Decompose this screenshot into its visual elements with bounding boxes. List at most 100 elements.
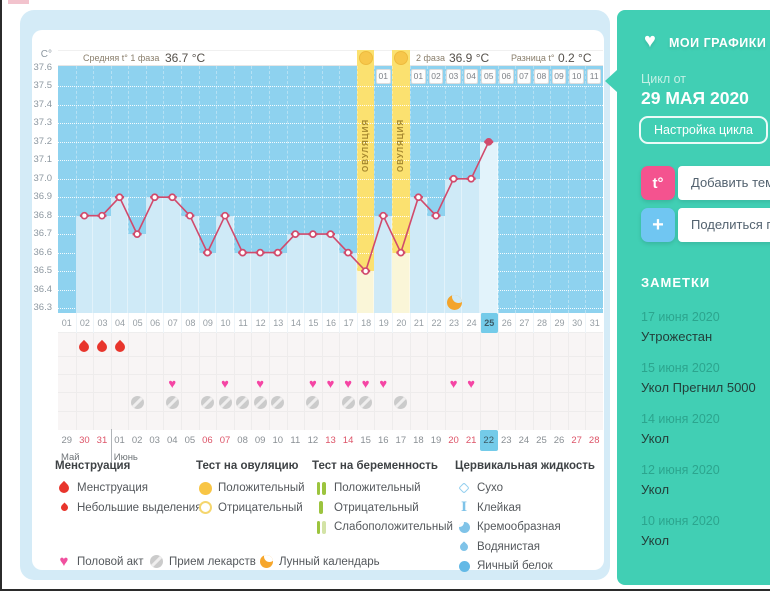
calendar-date-cell[interactable]: 17 xyxy=(395,435,407,446)
legend-item-label: Менструация xyxy=(77,482,148,494)
bar-one-green-icon xyxy=(318,501,324,514)
cycle-day-cell[interactable]: 05 xyxy=(128,313,146,333)
gridline xyxy=(58,160,603,162)
cycle-day-cell[interactable]: 09 xyxy=(198,313,217,333)
y-axis-tick-label: 37.5 xyxy=(33,80,53,92)
menstruation-drop-icon xyxy=(93,339,111,355)
temp-area-fill xyxy=(216,215,234,313)
calendar-date-cell[interactable]: 01 xyxy=(114,435,125,446)
cycle-day-cell[interactable]: 08 xyxy=(181,313,199,333)
cycle-day-cell[interactable]: 11 xyxy=(233,313,252,333)
calendar-date-cell[interactable]: 21 xyxy=(465,435,477,446)
add-temperature-button[interactable]: Добавить темпер xyxy=(678,166,770,200)
cycle-day-cell[interactable]: 06 xyxy=(145,313,164,333)
calendar-date-cell[interactable]: 13 xyxy=(325,435,336,446)
cycle-day-cell[interactable]: 02 xyxy=(75,313,94,333)
temp-point xyxy=(115,193,124,202)
calendar-date-cell[interactable]: 25 xyxy=(536,435,547,446)
temp-point xyxy=(221,211,229,220)
temp-area-fill xyxy=(233,252,252,313)
day-separator xyxy=(233,66,235,313)
legend-icon-slot xyxy=(55,480,73,496)
gridline xyxy=(58,197,603,199)
calendar-date-cell[interactable]: 10 xyxy=(272,435,284,446)
temperature-icon[interactable]: t° xyxy=(641,166,675,200)
cycle-day-cell[interactable]: 15 xyxy=(304,313,322,333)
share-chart-button[interactable]: Поделиться граф xyxy=(678,208,770,242)
cycle-day-cell[interactable]: 14 xyxy=(286,313,305,333)
cycle-day-cell[interactable]: 17 xyxy=(339,313,357,333)
cycle-day-cell[interactable]: 25 xyxy=(479,313,498,333)
calendar-date-cell[interactable]: 09 xyxy=(254,435,266,446)
calendar-date-cell[interactable]: 18 xyxy=(413,435,424,446)
temp-point xyxy=(256,248,265,257)
cycle-day-cell[interactable]: 26 xyxy=(497,313,516,333)
cycle-day-cell[interactable]: 10 xyxy=(216,313,234,333)
calendar-date-cell[interactable]: 22 xyxy=(479,430,498,451)
temp-point xyxy=(344,248,352,257)
calendar-date-cell[interactable]: 03 xyxy=(149,435,160,446)
phase2-avg-value: 36.9 °C xyxy=(449,51,490,65)
cycle-day-cell[interactable]: 20 xyxy=(392,313,410,333)
cycle-day-cell[interactable]: 23 xyxy=(444,313,463,333)
day-separator xyxy=(216,66,218,313)
calendar-date-cell[interactable]: 28 xyxy=(588,435,600,446)
calendar-date-cell[interactable]: 29 xyxy=(61,435,73,446)
calendar-date-cell[interactable]: 26 xyxy=(553,435,565,446)
calendar-date-cell[interactable]: 27 xyxy=(571,435,582,446)
cycle-day-cell[interactable]: 22 xyxy=(427,313,445,333)
calendar-date-cell[interactable]: 12 xyxy=(307,435,319,446)
calendar-date-cell[interactable]: 20 xyxy=(448,435,459,446)
bars-weak-green-icon xyxy=(316,520,327,534)
cycle-day-cell[interactable]: 07 xyxy=(163,313,181,333)
calendar-date-cell[interactable]: 15 xyxy=(360,435,371,446)
day-separator xyxy=(374,66,376,313)
cycle-day-cell[interactable]: 13 xyxy=(268,313,287,333)
cycle-day-cell[interactable]: 18 xyxy=(356,313,375,333)
heart-shape: ♥ xyxy=(449,375,458,391)
calendar-date-cell[interactable]: 05 xyxy=(184,435,196,446)
medication-pill-icon xyxy=(339,394,357,410)
temp-area-fill xyxy=(462,178,480,313)
phase2-day-number: 09 xyxy=(551,69,567,84)
bbt-chart[interactable]: Средняя t° 1 фаза 36.7 °C 2 фаза 36.9 °C… xyxy=(58,50,603,313)
cycle-day-cell[interactable]: 24 xyxy=(462,313,480,333)
note-text: Укол Прегнил 5000 xyxy=(641,380,756,395)
note-date: 17 июня 2020 xyxy=(641,310,720,324)
calendar-date-cell[interactable]: 04 xyxy=(166,435,178,446)
cycle-day-cell[interactable]: 21 xyxy=(409,313,428,333)
cycle-day-cell[interactable]: 28 xyxy=(532,313,551,333)
cycle-day-cell[interactable]: 04 xyxy=(110,313,129,333)
calendar-date-cell[interactable]: 24 xyxy=(518,435,530,446)
calendar-date-cell[interactable]: 23 xyxy=(501,435,512,446)
calendar-date-cell[interactable]: 31 xyxy=(96,435,108,446)
heart-icon: ♥ xyxy=(644,30,656,52)
intercourse-heart-icon: ♥ xyxy=(357,375,375,391)
cycle-day-cell[interactable]: 29 xyxy=(550,313,568,333)
cycle-day-cell[interactable]: 16 xyxy=(321,313,340,333)
pill-shape xyxy=(236,395,250,409)
y-axis-tick-label: 37.4 xyxy=(33,98,53,110)
cycle-day-cell[interactable]: 19 xyxy=(374,313,392,333)
plus-icon[interactable]: + xyxy=(641,208,675,242)
grid-line xyxy=(444,333,446,430)
temp-point xyxy=(484,137,493,146)
calendar-date-cell[interactable]: 11 xyxy=(290,435,301,446)
calendar-date-cell[interactable]: 16 xyxy=(377,435,389,446)
legend-item-label: Отрицательный xyxy=(334,501,419,514)
cycle-settings-button[interactable]: Настройка цикла xyxy=(639,116,769,144)
cycle-day-cell[interactable]: 30 xyxy=(567,313,586,333)
cycle-day-cell[interactable]: 01 xyxy=(61,318,72,328)
calendar-date-cell[interactable]: 06 xyxy=(202,435,213,446)
calendar-date-cell[interactable]: 08 xyxy=(237,435,248,446)
calendar-date-cell[interactable]: 19 xyxy=(430,435,442,446)
grid-line xyxy=(567,333,569,430)
cycle-day-cell[interactable]: 03 xyxy=(93,313,111,333)
cycle-day-cell[interactable]: 12 xyxy=(251,313,269,333)
calendar-date-cell[interactable]: 07 xyxy=(219,435,231,446)
calendar-date-cell[interactable]: 14 xyxy=(342,435,354,446)
cycle-day-cell[interactable]: 27 xyxy=(515,313,533,333)
calendar-date-cell[interactable]: 02 xyxy=(131,435,143,446)
cycle-day-cell[interactable]: 31 xyxy=(585,313,603,333)
calendar-date-cell[interactable]: 30 xyxy=(79,435,90,446)
